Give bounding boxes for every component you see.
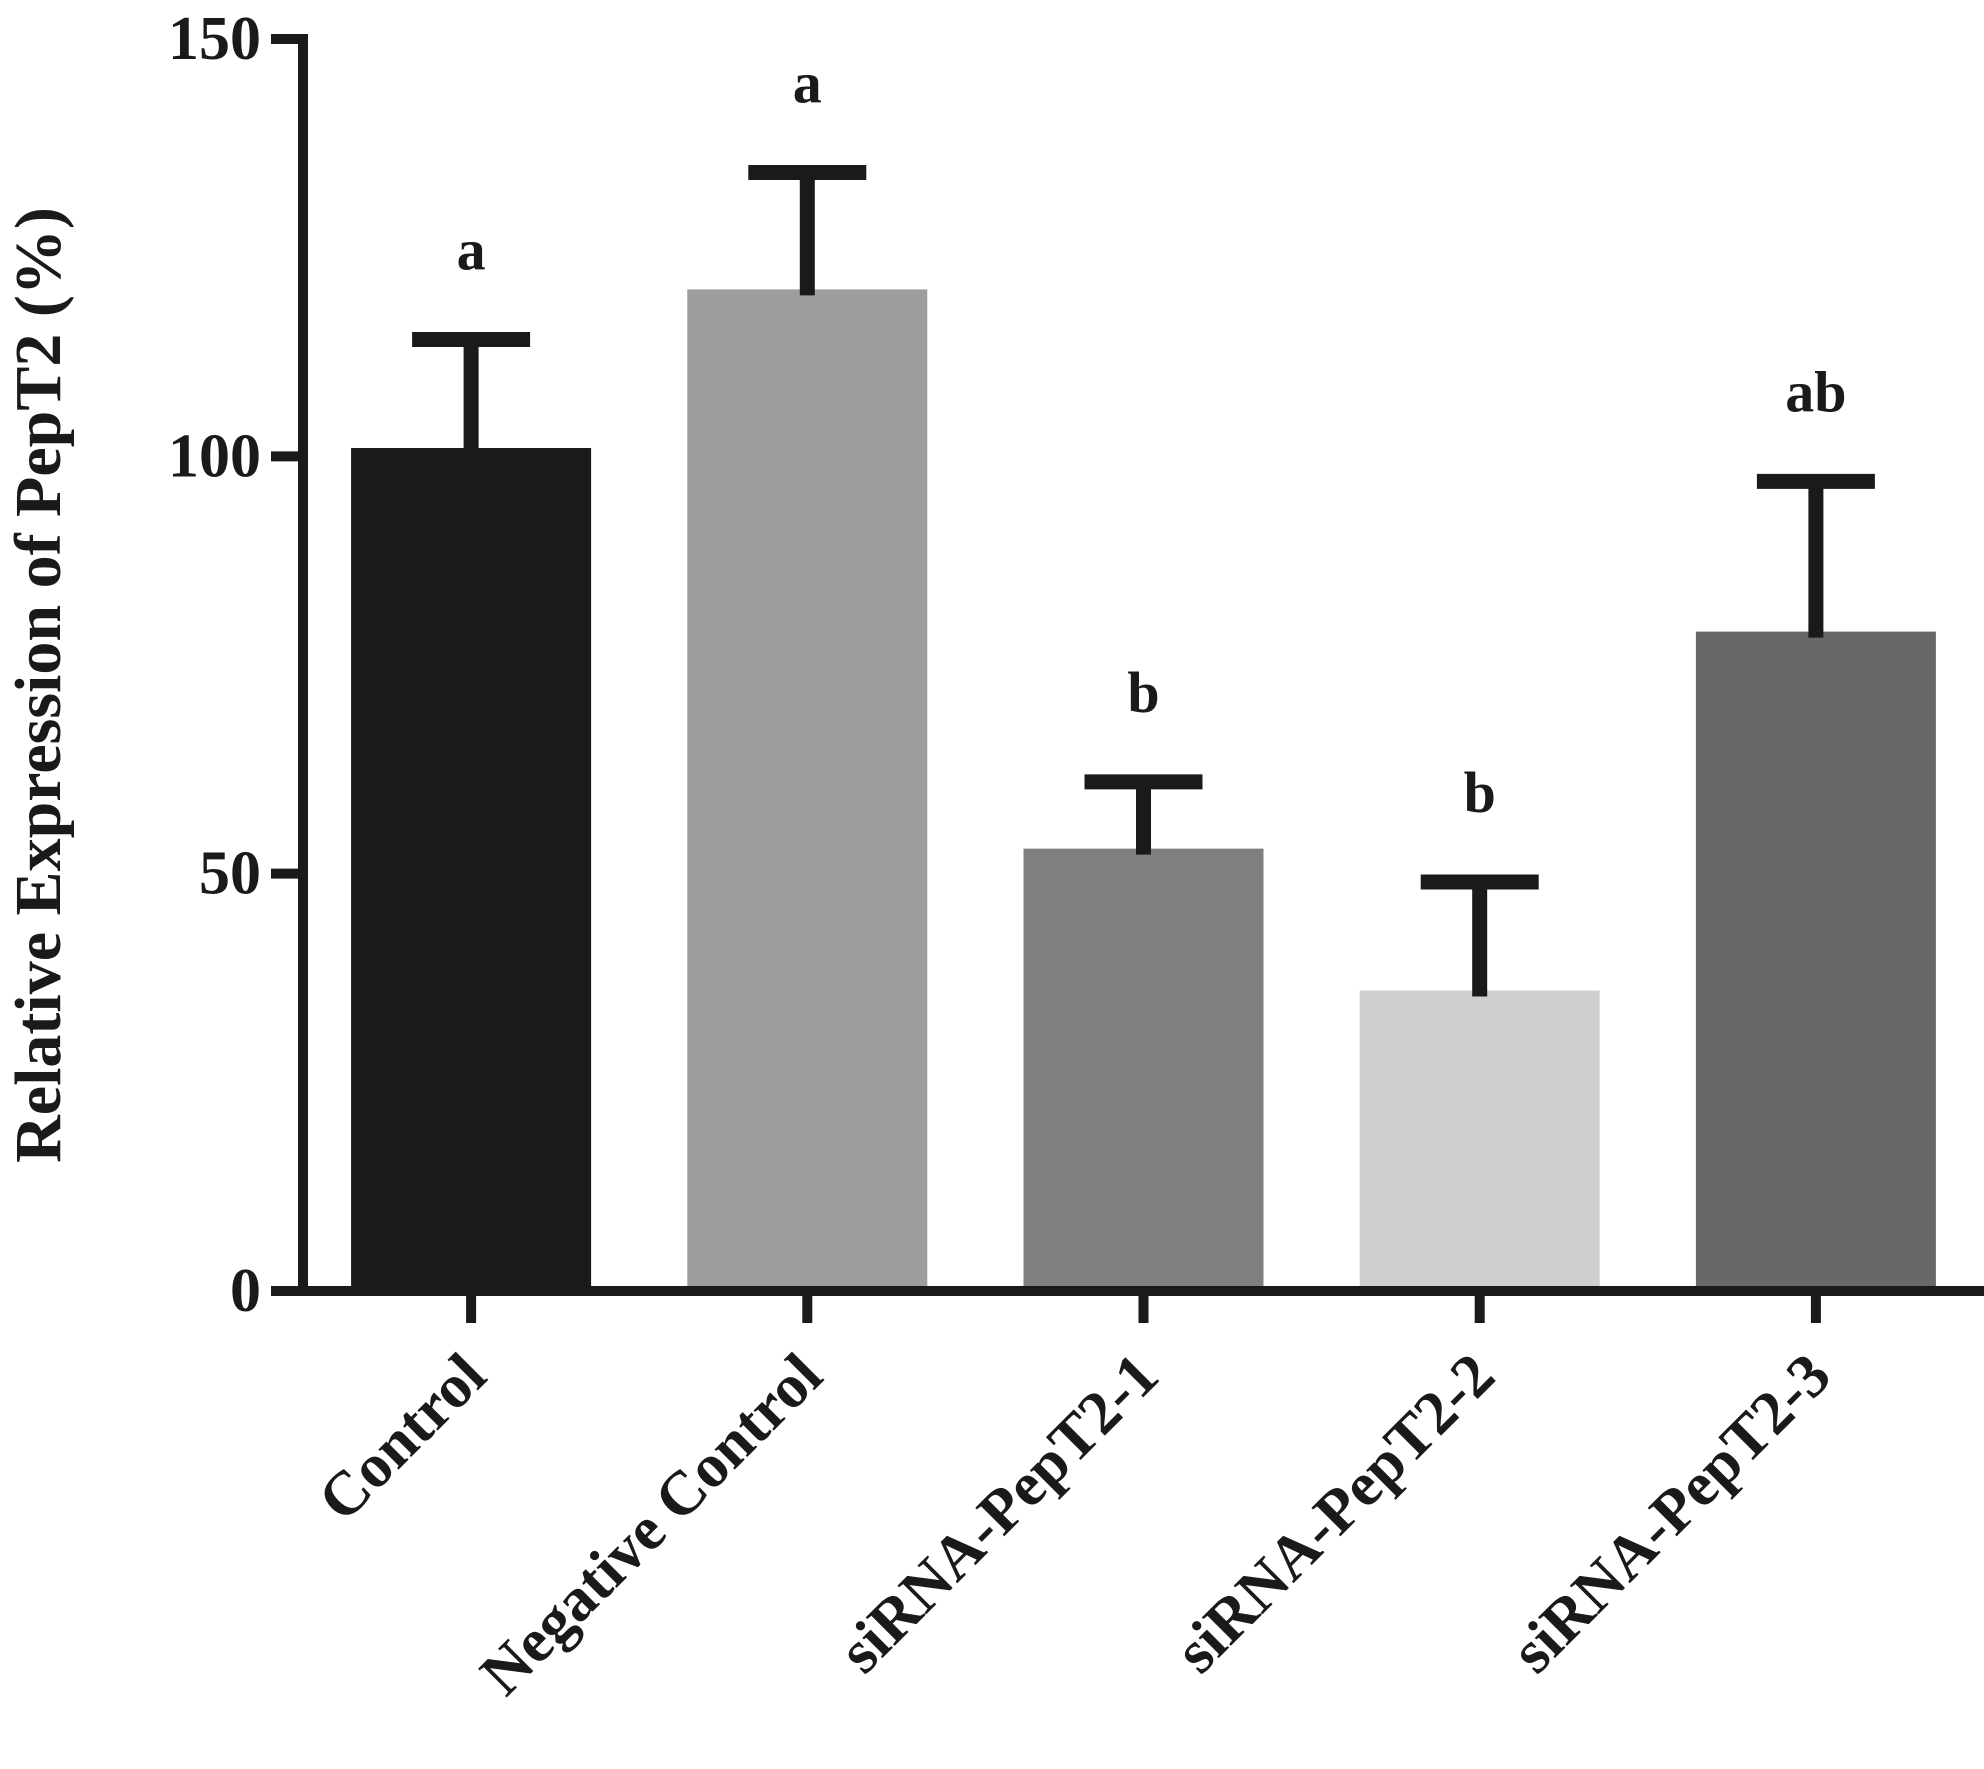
y-tick-label: 100 xyxy=(168,422,261,490)
error-bars-layer xyxy=(412,165,1875,997)
x-tick-label: siRNA-PepT2-3 xyxy=(1499,1341,1844,1686)
bar xyxy=(1695,631,1936,1286)
bar xyxy=(687,289,928,1286)
y-ticks-layer: 0 50 100 150 xyxy=(168,5,303,1325)
significance-label: a xyxy=(457,217,486,282)
y-tick-label: 50 xyxy=(199,840,261,908)
y-tick-label: 0 xyxy=(230,1257,261,1325)
y-axis-title: Relative Expression of PepT2 (%) xyxy=(2,207,75,1163)
significance-label: b xyxy=(1464,760,1496,825)
x-tick-label: Control xyxy=(306,1341,499,1534)
bar xyxy=(1023,848,1264,1286)
significance-label: a xyxy=(793,51,822,116)
y-tick-label: 150 xyxy=(168,5,261,73)
significance-label: ab xyxy=(1785,359,1846,424)
x-tick-label: Negative Control xyxy=(468,1341,835,1708)
significance-label: b xyxy=(1127,660,1159,725)
bars-layer xyxy=(351,289,1936,1286)
x-tick-label: siRNA-PepT2-1 xyxy=(826,1341,1171,1686)
bar xyxy=(351,447,592,1286)
x-tick-label: siRNA-PepT2-2 xyxy=(1162,1341,1507,1686)
bar xyxy=(1359,990,1600,1286)
